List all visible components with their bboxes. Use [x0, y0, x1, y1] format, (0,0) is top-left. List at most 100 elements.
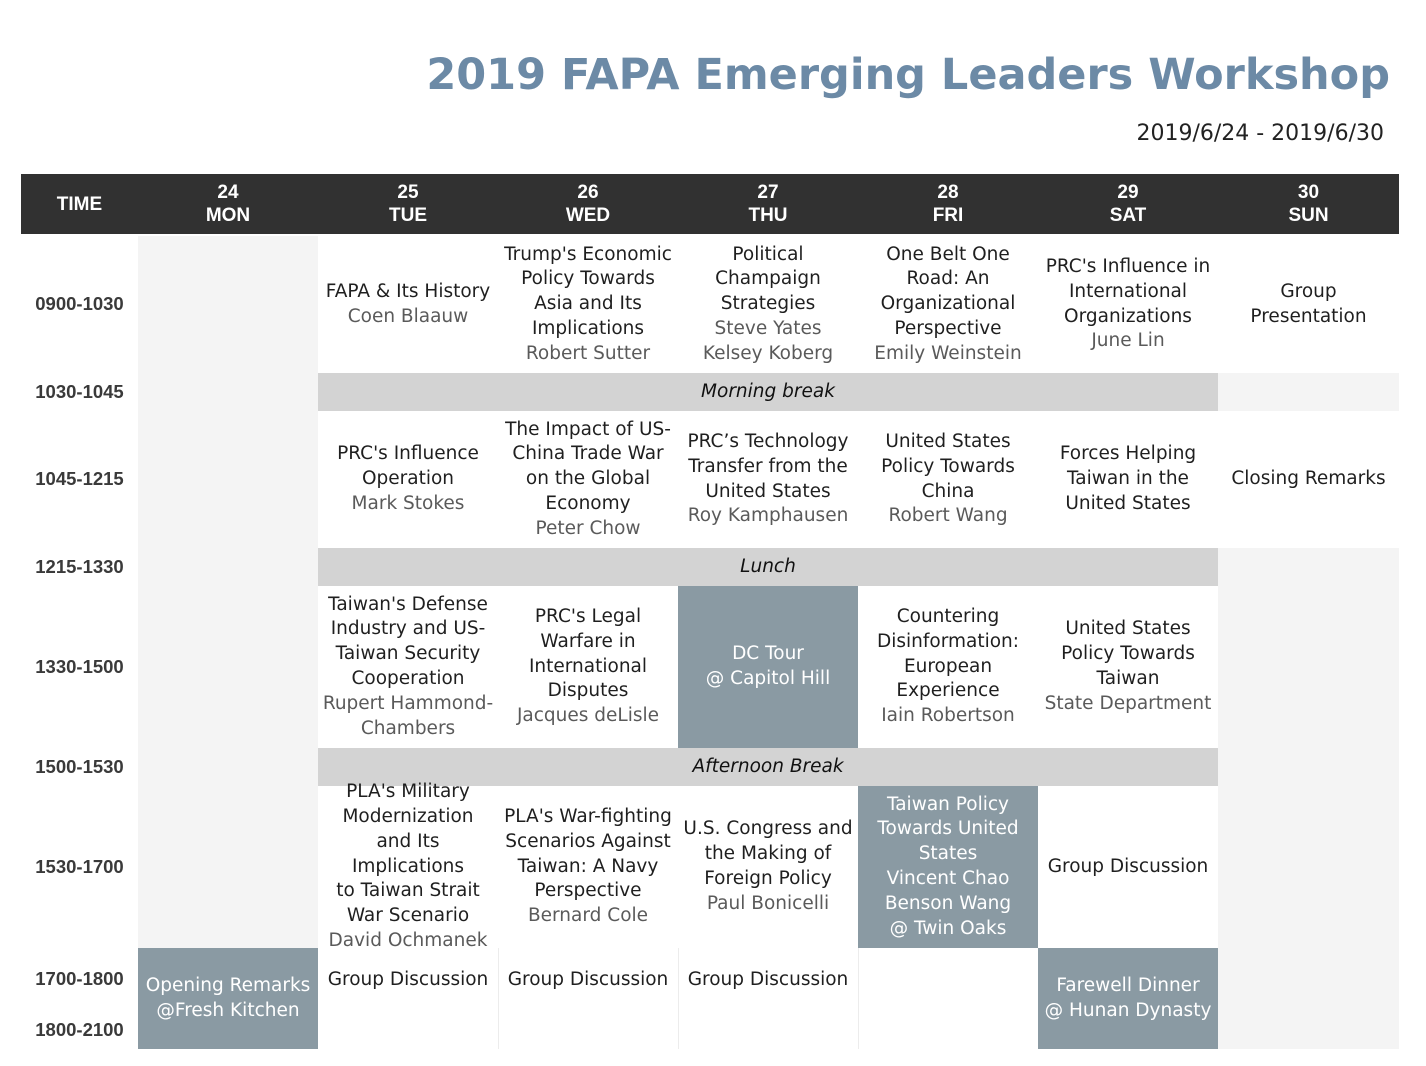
session-title: Scenarios Against: [505, 830, 671, 852]
session-speaker: Chambers: [360, 717, 456, 739]
session-cell: PRC's Legal Warfare in International Dis…: [498, 586, 678, 748]
empty-slot: [858, 948, 1038, 1049]
session-title: Countering: [896, 606, 1000, 627]
day-number: 28: [937, 182, 959, 203]
day-header-sun: 30 SUN: [1218, 174, 1399, 234]
session-title: Policy Towards: [521, 268, 655, 290]
day-header-wed: 26 WED: [498, 174, 678, 234]
time-slot: 1215-1330: [35, 555, 124, 577]
day-name: SAT: [1109, 205, 1147, 226]
divider: [678, 948, 679, 1049]
session-speaker: Robert Wang: [888, 505, 1008, 527]
session-title: Organizational: [880, 293, 1016, 315]
session-title: Disputes: [547, 680, 629, 702]
session-title: on the Global: [525, 468, 651, 490]
session-cell: Group Presentation: [1218, 236, 1399, 373]
day-number: 29: [1117, 182, 1139, 203]
session-title: Implications: [531, 317, 645, 339]
session-title: to Taiwan Strait: [336, 880, 480, 902]
session-title: States: [918, 843, 978, 865]
session-title: Farewell Dinner: [1056, 974, 1200, 996]
session-title: Trump's Economic: [504, 243, 672, 265]
session-title: War Scenario: [346, 905, 470, 927]
session-title: Champaign: [715, 268, 821, 290]
session-speaker: June Lin: [1091, 330, 1165, 352]
session-cell: One Belt One Road: An Organizational Per…: [858, 236, 1038, 373]
session-title: Benson Wang: [884, 892, 1012, 914]
session-title: United States: [885, 430, 1011, 452]
day-number: 24: [217, 182, 239, 203]
session-speaker: Mark Stokes: [351, 492, 465, 514]
day-header-tue: 25 TUE: [318, 174, 498, 234]
session-speaker: Peter Chow: [535, 517, 641, 539]
time-slot: 0900-1030: [35, 293, 124, 315]
day-header-thu: 27 THU: [678, 174, 858, 234]
schedule-grid: TIME 24 MON 25 TUE 26 WED 27 THU 28 FRI …: [21, 174, 1399, 1049]
session-speaker: State Department: [1044, 692, 1212, 714]
session-title: United States: [1065, 492, 1191, 514]
session-title: Warfare in: [540, 630, 636, 652]
session-title: United States: [705, 480, 831, 502]
day-header-fri: 28 FRI: [858, 174, 1038, 234]
session-cell: United States Policy Towards China Rober…: [858, 411, 1038, 548]
session-title: Experience: [896, 680, 1000, 702]
session-speaker: Jacques deLisle: [516, 705, 660, 727]
session-title: European: [903, 655, 993, 677]
session-title: Taiwan's Defense: [328, 593, 488, 615]
time-slot: 1700-1800: [35, 967, 124, 989]
session-title: One Belt One: [886, 243, 1010, 265]
session-title: Group Discussion: [507, 969, 669, 990]
session-cell: Closing Remarks: [1218, 411, 1399, 548]
session-title: Taiwan: [1096, 668, 1160, 689]
session-title: @ Hunan Dynasty: [1044, 999, 1212, 1021]
session-title: Cooperation: [351, 668, 465, 689]
session-title: Disinformation:: [876, 630, 1020, 652]
session-speaker: Kelsey Koberg: [702, 342, 834, 364]
session-title: Presentation: [1250, 305, 1367, 327]
empty-slot: [1218, 373, 1399, 411]
session-title: China: [921, 480, 975, 502]
session-cell: PLA's Military Modernization and Its Imp…: [318, 781, 498, 951]
date-range: 2019/6/24 - 2019/6/30: [1136, 121, 1384, 146]
session-title: Vincent Chao: [886, 868, 1010, 889]
session-title: Operation: [361, 468, 455, 490]
session-title: Strategies: [720, 293, 816, 315]
session-title: Forces Helping: [1059, 443, 1197, 465]
session-title: Foreign Policy: [704, 868, 832, 889]
day-name: WED: [565, 205, 611, 226]
day-name: SUN: [1288, 205, 1329, 226]
session-cell: PRC's Influence in International Organiz…: [1038, 236, 1218, 373]
day-header-mon: 24 MON: [138, 174, 318, 234]
session-cell: Countering Disinformation: European Expe…: [858, 586, 1038, 748]
session-title: Opening Remarks: [145, 974, 311, 996]
session-speaker: Bernard Cole: [527, 905, 649, 927]
session-title: Asia and Its: [534, 293, 642, 315]
session-title: Group: [1280, 280, 1337, 302]
session-cell: DC Tour @ Capitol Hill: [678, 586, 858, 748]
time-slot: 1800-2100: [35, 1018, 124, 1040]
divider: [858, 948, 859, 1049]
session-title: The Impact of US-: [505, 418, 671, 440]
session-title: DC Tour: [732, 643, 804, 665]
day-name: TUE: [389, 205, 427, 226]
session-cell: Forces Helping Taiwan in the United Stat…: [1038, 411, 1218, 548]
time-slot: 1030-1045: [35, 380, 124, 402]
session-title: Perspective: [534, 880, 642, 902]
session-speaker: Robert Sutter: [525, 342, 651, 364]
day-number: 30: [1297, 182, 1320, 203]
session-cell: Group Discussion: [678, 948, 858, 1049]
morning-break-bar: Morning break: [318, 373, 1218, 411]
session-title: the Making of: [704, 843, 832, 865]
day-name: FRI: [932, 205, 964, 226]
session-title: Industry and US-: [330, 618, 486, 640]
session-title: Road: An: [906, 268, 990, 290]
session-cell: Taiwan Policy Towards United States Vinc…: [858, 786, 1038, 948]
session-cell: U.S. Congress and the Making of Foreign …: [678, 786, 858, 948]
session-title: Taiwan Security: [335, 643, 481, 665]
day-name: MON: [205, 205, 251, 226]
session-title: Closing Remarks: [1231, 468, 1386, 490]
session-title: International: [1068, 280, 1188, 302]
session-speaker: David Ochmanek: [328, 930, 488, 951]
session-title: Political: [732, 243, 804, 265]
time-slot: 1530-1700: [35, 855, 124, 877]
